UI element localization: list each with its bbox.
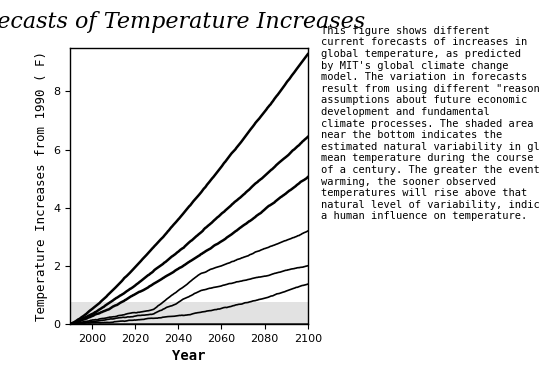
Text: Forecasts of Temperature Increases: Forecasts of Temperature Increases [0,11,365,33]
Text: This figure shows different
current forecasts of increases in
global temperature: This figure shows different current fore… [321,26,540,222]
Y-axis label: Temperature Increases from 1990 ( F): Temperature Increases from 1990 ( F) [35,51,48,321]
X-axis label: Year: Year [172,349,206,363]
